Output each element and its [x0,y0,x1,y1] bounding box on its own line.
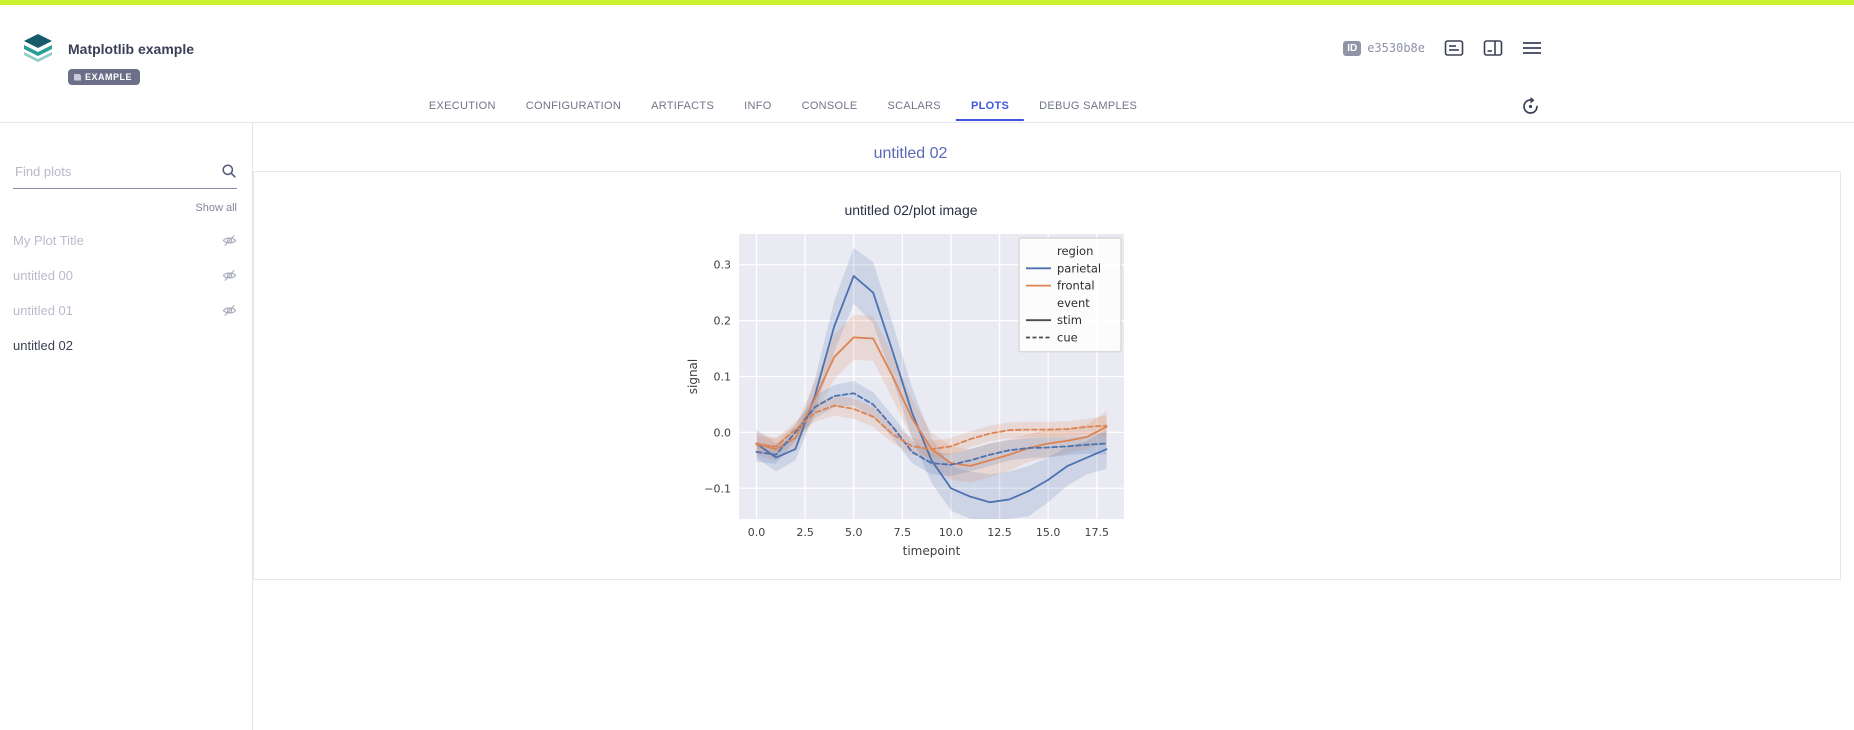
plot-group-heading: untitled 02 [873,145,948,162]
tab-plots[interactable]: PLOTS [955,90,1025,121]
tab-console[interactable]: CONSOLE [801,100,858,112]
svg-text:17.5: 17.5 [1085,526,1110,539]
svg-text:0.2: 0.2 [714,315,732,328]
auto-refresh-icon[interactable] [1521,97,1540,121]
tab-scalars[interactable]: SCALARS [887,100,941,112]
eye-off-icon[interactable] [222,233,237,248]
tab-info[interactable]: INFO [744,100,772,112]
svg-text:7.5: 7.5 [894,526,912,539]
svg-text:5.0: 5.0 [845,526,863,539]
tab-execution[interactable]: EXECUTION [428,100,496,112]
plot-item-label: untitled 02 [13,338,73,353]
show-all-link[interactable]: Show all [195,202,237,214]
fmri-line-chart[interactable]: 0.0 2.5 5.0 7.5 10.0 12.5 15.0 17.5 −0.1 0.0 0.1 0.… [681,222,1141,570]
plot-list: My Plot Title untitled 00 untitled 01 untit… [13,223,237,363]
search-icon[interactable] [221,163,237,184]
tag-label: EXAMPLE [85,72,133,82]
svg-text:frontal: frontal [1057,279,1095,293]
plot-item-label: untitled 01 [13,303,73,318]
clearml-logo-icon[interactable] [22,32,54,67]
svg-text:signal: signal [686,359,700,395]
tab-bar: EXECUTION CONFIGURATION ARTIFACTS INFO CONSO… [0,90,1854,123]
app-header: Matplotlib example EXAMPLE ID e3530b8e [0,5,1854,90]
svg-text:parietal: parietal [1057,261,1101,275]
hamburger-menu-icon[interactable] [1522,40,1542,56]
plot-item-label: untitled 00 [13,268,73,283]
svg-text:15.0: 15.0 [1036,526,1061,539]
top-accent-strip [0,0,1854,5]
svg-text:region: region [1057,244,1093,258]
svg-text:0.0: 0.0 [748,526,766,539]
eye-off-icon[interactable] [222,303,237,318]
plot-list-item[interactable]: untitled 00 [13,258,237,293]
svg-text:event: event [1057,296,1090,310]
example-tag[interactable]: EXAMPLE [68,69,141,85]
content-area: Show all My Plot Title untitled 00 untitle… [0,123,1854,730]
tab-debug-samples[interactable]: DEBUG SAMPLES [1039,100,1138,112]
search-input[interactable] [13,163,215,180]
svg-text:0.1: 0.1 [714,371,732,384]
experiment-title: Matplotlib example [68,41,195,57]
id-badge: ID [1343,40,1362,56]
plots-sidebar: Show all My Plot Title untitled 00 untitle… [0,123,253,730]
plot-list-item[interactable]: untitled 02 [13,328,237,363]
plot-panel: untitled 02/plot image 0.0 2.5 5.0 7.5 10.0 1… [253,171,1841,580]
svg-text:stim: stim [1057,313,1082,327]
svg-text:cue: cue [1057,331,1078,345]
svg-text:10.0: 10.0 [939,526,964,539]
plot-list-item[interactable]: My Plot Title [13,223,237,258]
main-area: untitled 02 untitled 02/plot image 0.0 2.… [253,123,1854,730]
svg-text:12.5: 12.5 [987,526,1012,539]
plot-card-title: untitled 02/plot image [844,202,978,218]
chart-container[interactable]: 0.0 2.5 5.0 7.5 10.0 12.5 15.0 17.5 −0.1 0.0 0.1 0.… [656,222,1166,570]
svg-text:0.0: 0.0 [714,426,732,439]
svg-text:−0.1: −0.1 [704,482,731,495]
svg-text:2.5: 2.5 [796,526,814,539]
plot-list-item[interactable]: untitled 01 [13,293,237,328]
plot-item-label: My Plot Title [13,233,84,248]
side-panel-layout-icon[interactable] [1483,39,1503,57]
svg-text:0.3: 0.3 [714,259,732,272]
tag-icon [74,73,81,81]
console-log-icon[interactable] [1444,39,1464,57]
svg-text:timepoint: timepoint [903,544,961,558]
find-plots-search [13,161,237,189]
tab-configuration[interactable]: CONFIGURATION [525,100,622,112]
id-value: e3530b8e [1367,41,1425,55]
experiment-id[interactable]: ID e3530b8e [1343,40,1425,56]
header-actions: ID e3530b8e [1343,39,1542,57]
eye-off-icon[interactable] [222,268,237,283]
tabs-container: EXECUTION CONFIGURATION ARTIFACTS INFO CONSO… [414,90,1152,121]
tab-artifacts[interactable]: ARTIFACTS [651,100,715,112]
